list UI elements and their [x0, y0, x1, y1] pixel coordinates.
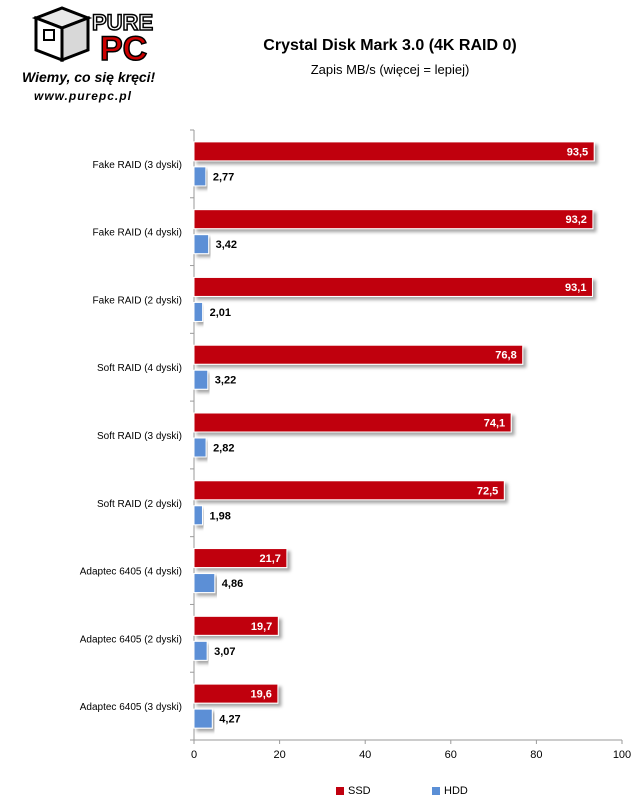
- chart-title: Crystal Disk Mark 3.0 (4K RAID 0): [263, 37, 517, 54]
- data-label-ssd: 72,5: [477, 485, 498, 497]
- bar-ssd: [193, 480, 505, 501]
- data-label-ssd: 76,8: [495, 350, 516, 362]
- category-label: Soft RAID (2 dyski): [97, 499, 182, 510]
- legend-entry-ssd: SSD: [336, 785, 371, 797]
- bar-hdd: [193, 234, 210, 255]
- category-label: Adaptec 6405 (4 dyski): [80, 567, 182, 578]
- x-tick-label: 40: [359, 749, 371, 761]
- data-label-hdd: 2,01: [210, 307, 231, 319]
- logo-bottom-text: PC: [100, 30, 147, 68]
- data-label-ssd: 93,5: [567, 146, 588, 158]
- data-label-hdd: 1,98: [209, 510, 230, 522]
- x-tick-label: 20: [273, 749, 285, 761]
- data-label-hdd: 3,07: [214, 646, 235, 658]
- bar-ssd: [193, 276, 593, 297]
- purepc-logo: PURE PC Wiemy, co się kręci! www.purepc.…: [22, 6, 156, 103]
- bar-ssd: [193, 615, 279, 636]
- bar-hdd: [193, 301, 204, 322]
- x-tick-label: 100: [613, 749, 631, 761]
- data-label-ssd: 19,7: [251, 621, 272, 633]
- data-label-hdd: 3,22: [215, 375, 236, 387]
- chart-subtitle: Zapis MB/s (więcej = lepiej): [310, 62, 470, 77]
- bar-hdd: [193, 640, 208, 661]
- bar-ssd: [193, 683, 279, 704]
- bar-hdd: [193, 166, 207, 187]
- x-tick-label: 0: [191, 749, 197, 761]
- data-label-hdd: 3,42: [216, 239, 237, 251]
- logo-top-text: PURE: [92, 10, 153, 35]
- data-label-hdd: 2,82: [213, 443, 234, 455]
- legend-swatch: [432, 787, 440, 795]
- category-label: Fake RAID (3 dyski): [93, 160, 182, 171]
- data-label-ssd: 93,2: [565, 214, 586, 226]
- data-label-hdd: 2,77: [213, 171, 234, 183]
- data-label-hdd: 4,86: [222, 578, 243, 590]
- x-tick-label: 60: [445, 749, 457, 761]
- legend-label: HDD: [444, 785, 468, 797]
- bar-hdd: [193, 573, 216, 594]
- cube-icon: [31, 6, 93, 63]
- category-label: Adaptec 6405 (2 dyski): [80, 634, 182, 645]
- legend-label: SSD: [348, 785, 371, 797]
- chart-legend: SSD HDD: [0, 785, 640, 801]
- bar-ssd: [193, 344, 524, 365]
- bar-ssd: [193, 548, 288, 569]
- data-label-hdd: 4,27: [219, 714, 240, 726]
- data-label-ssd: 74,1: [484, 418, 505, 430]
- category-label: Fake RAID (4 dyski): [93, 228, 182, 239]
- category-label: Soft RAID (4 dyski): [97, 363, 182, 374]
- bar-hdd: [193, 505, 203, 526]
- data-label-ssd: 93,1: [565, 282, 586, 294]
- category-label: Soft RAID (3 dyski): [97, 431, 182, 442]
- legend-entry-hdd: HDD: [432, 785, 468, 797]
- x-tick-label: 80: [530, 749, 542, 761]
- bar-ssd: [193, 412, 512, 433]
- legend-swatch: [336, 787, 344, 795]
- category-label: Adaptec 6405 (3 dyski): [80, 702, 182, 713]
- bar-chart: 0 20 40 60 80 100 Fake RAID (3 dyski) 93,5 2,77 F…: [80, 129, 631, 761]
- logo-slogan: Wiemy, co się kręci!: [22, 69, 156, 85]
- bar-hdd: [193, 708, 213, 729]
- bar-ssd: [193, 141, 595, 162]
- data-label-ssd: 19,6: [250, 689, 271, 701]
- bar-hdd: [193, 437, 207, 458]
- bar-ssd: [193, 209, 594, 230]
- category-label: Fake RAID (2 dyski): [93, 295, 182, 306]
- data-label-ssd: 21,7: [259, 553, 280, 565]
- logo-url: www.purepc.pl: [34, 89, 132, 103]
- bar-hdd: [193, 369, 209, 390]
